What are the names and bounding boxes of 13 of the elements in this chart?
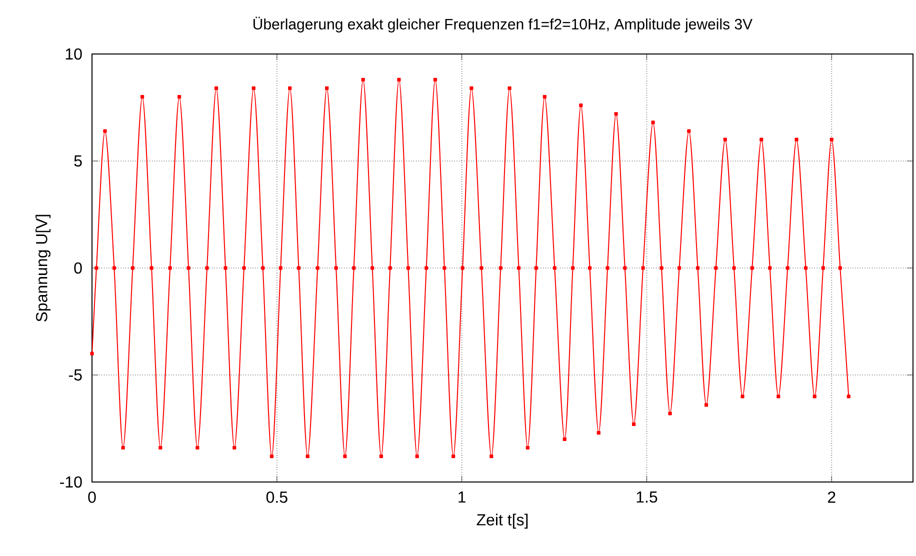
x-tick-label: 1 (458, 492, 466, 503)
y-tick-label: -5 (68, 369, 82, 381)
x-tick-label: 2 (828, 492, 836, 503)
y-tick-label: 5 (74, 155, 82, 167)
y-tick-label: 10 (66, 48, 82, 60)
x-tick-label: 1.5 (636, 492, 658, 503)
y-tick-label: 0 (74, 262, 82, 274)
x-tick-label: 0 (88, 492, 96, 503)
y-tick-label: -10 (60, 476, 82, 488)
chart-title: Überlagerung exakt gleicher Frequenzen f1=f2=10Hz, Amplitude jeweils 3V (254, 16, 752, 32)
y-axis-title: Spannung U[V] (36, 214, 50, 322)
x-axis-title: Zeit t[s] (476, 514, 528, 529)
x-tick-label: 0.5 (266, 492, 288, 503)
